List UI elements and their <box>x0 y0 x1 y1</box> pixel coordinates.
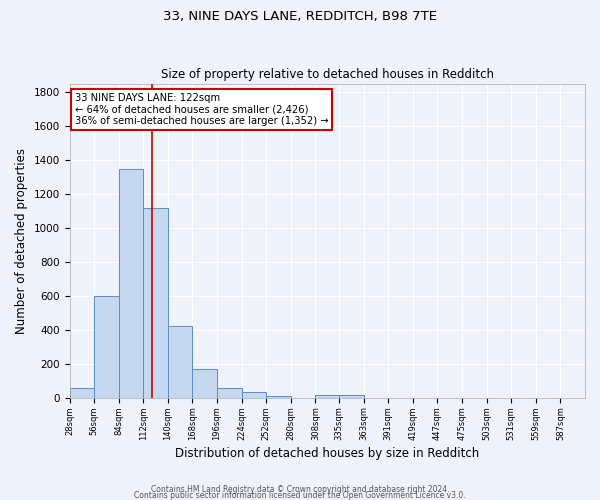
Bar <box>143 208 168 398</box>
Y-axis label: Number of detached properties: Number of detached properties <box>15 148 28 334</box>
Bar <box>316 395 340 398</box>
Bar <box>70 388 94 398</box>
Text: 33, NINE DAYS LANE, REDDITCH, B98 7TE: 33, NINE DAYS LANE, REDDITCH, B98 7TE <box>163 10 437 23</box>
Bar <box>193 370 217 398</box>
X-axis label: Distribution of detached houses by size in Redditch: Distribution of detached houses by size … <box>175 447 479 460</box>
Bar <box>217 388 242 398</box>
Bar <box>94 296 119 398</box>
Text: Contains HM Land Registry data © Crown copyright and database right 2024.: Contains HM Land Registry data © Crown c… <box>151 484 449 494</box>
Bar <box>119 168 143 398</box>
Text: 33 NINE DAYS LANE: 122sqm
← 64% of detached houses are smaller (2,426)
36% of se: 33 NINE DAYS LANE: 122sqm ← 64% of detac… <box>74 93 328 126</box>
Bar <box>339 395 364 398</box>
Title: Size of property relative to detached houses in Redditch: Size of property relative to detached ho… <box>161 68 494 81</box>
Bar <box>168 326 193 398</box>
Bar <box>266 396 291 398</box>
Bar <box>242 392 266 398</box>
Text: Contains public sector information licensed under the Open Government Licence v3: Contains public sector information licen… <box>134 490 466 500</box>
